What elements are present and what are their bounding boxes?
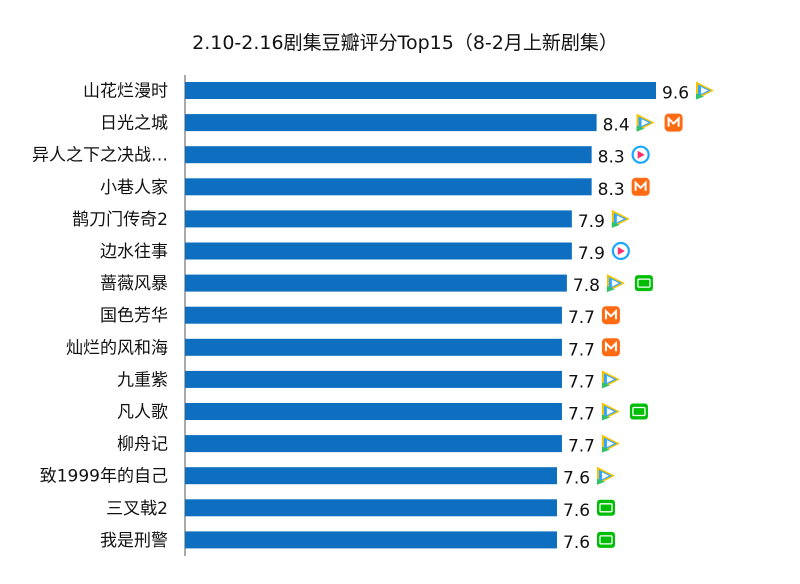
tencent-play-accent [601,414,610,421]
category-label: 蔷薇风暴 [100,274,168,294]
tencent-play-accent [601,446,610,453]
iqiyi-icon [597,499,615,516]
mango-tv-icon [601,306,620,325]
category-label: 凡人歌 [117,403,168,423]
tencent-video-icon [597,466,615,485]
value-label: 7.6 [563,533,590,553]
tencent-play-inner [611,279,619,287]
tencent-video-icon [601,434,620,453]
iqiyi-glyph [637,278,651,288]
bar [185,146,592,164]
tencent-video-icon [601,370,620,389]
category-label: 国色芳华 [100,306,168,326]
bars-group: 山花烂漫时 9.6 日光之城 8.4 异人之下之决战… 8.3 小巷人家 8.3 鹊刀门传奇2 7… [32,81,714,553]
iqiyi-icon [597,531,615,548]
mango-tv-glyph [604,308,617,320]
value-label: 7.7 [568,405,595,425]
bar [185,178,592,196]
category-label: 三叉戟2 [106,499,168,519]
category-label: 致1999年的自己 [40,467,168,487]
youku-play [617,247,625,255]
bar [185,306,562,324]
mango-tv-glyph [634,180,647,191]
tencent-video-icon [606,274,625,293]
value-label: 7.9 [578,212,605,232]
tencent-video-icon [611,209,630,228]
iqiyi-glyph [632,406,646,417]
tencent-play-inner [641,119,649,127]
iqiyi-glyph [599,503,613,513]
tencent-play-inner [606,408,614,415]
mango-tv-icon [664,113,683,132]
bar [185,531,557,549]
tencent-play-accent [696,93,704,100]
value-label: 9.6 [662,84,689,104]
youku-play [637,150,645,159]
bar [185,370,562,388]
value-label: 8.4 [603,116,630,136]
category-label: 鹊刀门传奇2 [72,210,168,230]
tencent-play-inner [606,375,614,383]
category-label: 小巷人家 [100,178,168,198]
value-label: 7.9 [578,244,605,264]
value-label: 7.8 [573,276,600,296]
category-label: 灿烂的风和海 [66,338,168,358]
tencent-play-inner [606,440,614,448]
tencent-play-inner [616,215,624,223]
tencent-play-inner [701,87,708,94]
bar [185,467,557,485]
bar [185,435,562,453]
value-label: 7.7 [568,308,595,328]
value-label: 7.6 [563,469,590,489]
bar [185,114,597,132]
bar [185,82,656,99]
category-label: 异人之下之决战… [32,146,168,166]
youku-icon [611,241,630,261]
category-label: 边水往事 [100,242,168,262]
tencent-play-accent [597,478,605,485]
tencent-video-icon [696,81,714,100]
category-label: 日光之城 [100,114,168,134]
tencent-video-icon [636,113,655,132]
tencent-play-accent [636,125,645,132]
youku-icon [631,145,650,164]
value-label: 7.7 [568,340,595,360]
category-label: 柳舟记 [117,435,168,455]
value-label: 8.3 [598,180,625,200]
value-label: 8.3 [598,148,625,168]
value-label: 7.6 [563,501,590,521]
bar [185,499,557,517]
chart-title: 2.10-2.16剧集豆瓣评分Top15（8-2月上新剧集） [192,32,618,54]
tencent-video-icon [601,402,620,421]
category-label: 山花烂漫时 [83,82,168,102]
iqiyi-icon [634,275,653,292]
mango-tv-glyph [667,116,680,127]
iqiyi-icon [629,403,648,420]
bar [185,403,562,420]
tencent-play-accent [606,286,615,293]
tencent-play-inner [602,472,609,480]
mango-tv-icon [631,177,650,196]
bar [185,242,572,260]
mango-tv-icon [601,338,620,357]
value-label: 7.7 [568,372,595,392]
tencent-play-accent [601,382,610,389]
tencent-play-accent [611,221,620,228]
bar [185,210,572,228]
bar [185,338,562,356]
category-label: 九重紫 [117,370,168,390]
bar [185,274,567,292]
value-label: 7.7 [568,437,595,457]
category-label: 我是刑警 [100,531,168,551]
iqiyi-glyph [599,535,613,545]
mango-tv-glyph [604,340,617,352]
